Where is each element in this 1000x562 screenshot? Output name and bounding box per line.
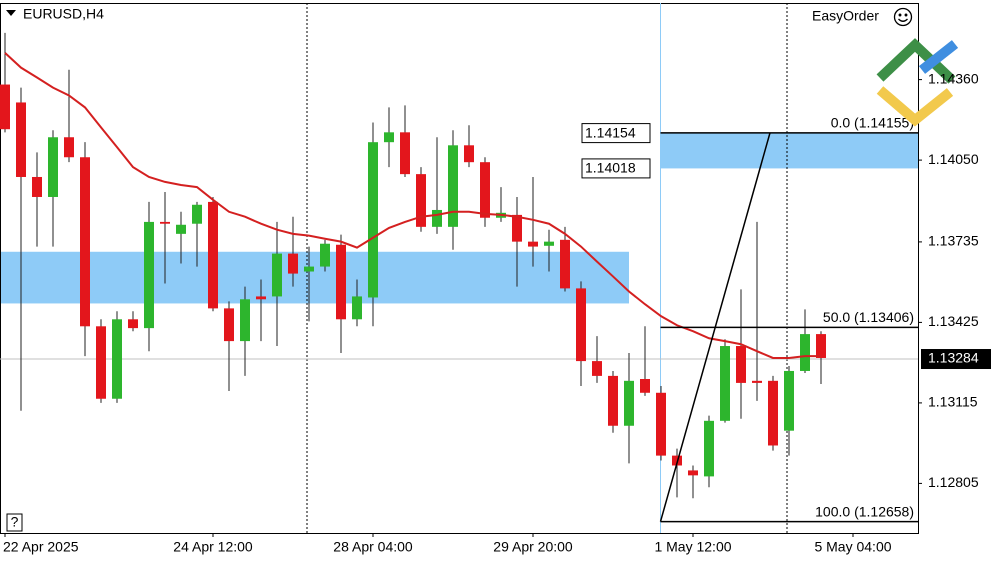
candle-body	[448, 145, 458, 227]
candle-body	[720, 346, 730, 421]
candle-body	[416, 174, 426, 227]
candle-body	[16, 102, 26, 177]
x-tick-label: 29 Apr 20:00	[493, 539, 573, 555]
candle-body	[736, 346, 746, 383]
candle-body	[128, 319, 138, 329]
y-tick-label: 1.13115	[928, 394, 978, 410]
current-price-label: 1.13284	[928, 350, 979, 366]
candle-body	[640, 379, 650, 393]
candle-body	[304, 266, 314, 272]
candle-body	[592, 361, 602, 376]
candle-body	[656, 392, 666, 456]
chart-title: EURUSD,H4	[23, 6, 104, 22]
fib-label: 0.0 (1.14155)	[831, 115, 914, 131]
candle-body	[384, 132, 394, 143]
candle-body	[352, 296, 362, 320]
smiley-icon[interactable]	[893, 7, 913, 27]
candle-body	[784, 370, 794, 431]
candle-body	[272, 253, 282, 297]
y-tick-label: 1.12805	[928, 474, 979, 490]
candle-body	[96, 326, 106, 399]
candle-body	[32, 176, 42, 197]
price-box-label: 1.14018	[585, 160, 636, 176]
candle-body	[432, 209, 442, 227]
candle-body	[256, 296, 266, 300]
candle-body	[112, 319, 122, 399]
candle-body	[240, 299, 250, 342]
candle-body	[624, 380, 634, 426]
candle-body	[192, 204, 202, 224]
candle-body	[208, 201, 218, 309]
symbol-menu-arrow[interactable]	[6, 10, 16, 16]
fib-trend-line	[659, 132, 771, 522]
candle-body	[576, 288, 586, 362]
candle-body	[768, 380, 778, 446]
price-box-label: 1.14154	[585, 124, 636, 140]
candle-body	[608, 375, 618, 426]
logo	[876, 38, 959, 127]
moving-average	[4, 52, 821, 359]
candle-body	[800, 334, 810, 371]
fib-label: 50.0 (1.13406)	[823, 309, 914, 325]
candle-body	[528, 241, 538, 247]
candle-body	[688, 470, 698, 476]
candle-body	[80, 157, 90, 327]
price-box	[581, 158, 651, 179]
candle-body	[560, 239, 570, 289]
fib-label: 100.0 (1.12658)	[815, 503, 914, 519]
candle-body	[224, 308, 234, 342]
candle-body	[704, 420, 714, 477]
y-tick-label: 1.13425	[928, 313, 979, 329]
x-tick-label: 22 Apr 2025	[3, 539, 79, 555]
candle-body	[544, 241, 554, 246]
candle-body	[0, 84, 10, 130]
x-tick-label: 28 Apr 04:00	[333, 539, 413, 555]
help-label[interactable]: ?	[11, 514, 19, 530]
y-tick-label: 1.14360	[928, 70, 979, 86]
x-tick-label: 1 May 12:00	[654, 539, 731, 555]
candle-body	[288, 253, 298, 274]
candle-body	[368, 142, 378, 298]
candle-body	[176, 224, 186, 234]
candle-body	[160, 221, 170, 224]
current-price-box	[921, 349, 991, 370]
y-tick-label: 1.14050	[928, 151, 979, 167]
candle-body	[464, 145, 474, 163]
candle-body	[320, 243, 330, 267]
candle-body	[512, 214, 522, 242]
plot-layer: 0.0 (1.14155) 50.0 (1.13406) 100.0 (1.1265…	[0, 3, 918, 533]
candle-body	[752, 380, 762, 383]
help-button[interactable]	[6, 513, 23, 532]
y-tick-label: 1.13735	[928, 233, 979, 249]
x-tick-label: 5 May 04:00	[814, 539, 891, 555]
candle-body	[400, 132, 410, 175]
candle-body	[480, 162, 490, 218]
candle-body	[64, 137, 74, 158]
zone	[660, 133, 918, 169]
panel-label[interactable]: EasyOrder	[812, 8, 879, 24]
zone	[1, 251, 629, 304]
candle-body	[144, 221, 154, 329]
candle-body	[48, 137, 58, 197]
candle-body	[816, 334, 826, 358]
plot-frame	[0, 3, 919, 534]
candle-body	[336, 244, 346, 320]
x-tick-label: 24 Apr 12:00	[173, 539, 253, 555]
price-box	[581, 123, 651, 144]
